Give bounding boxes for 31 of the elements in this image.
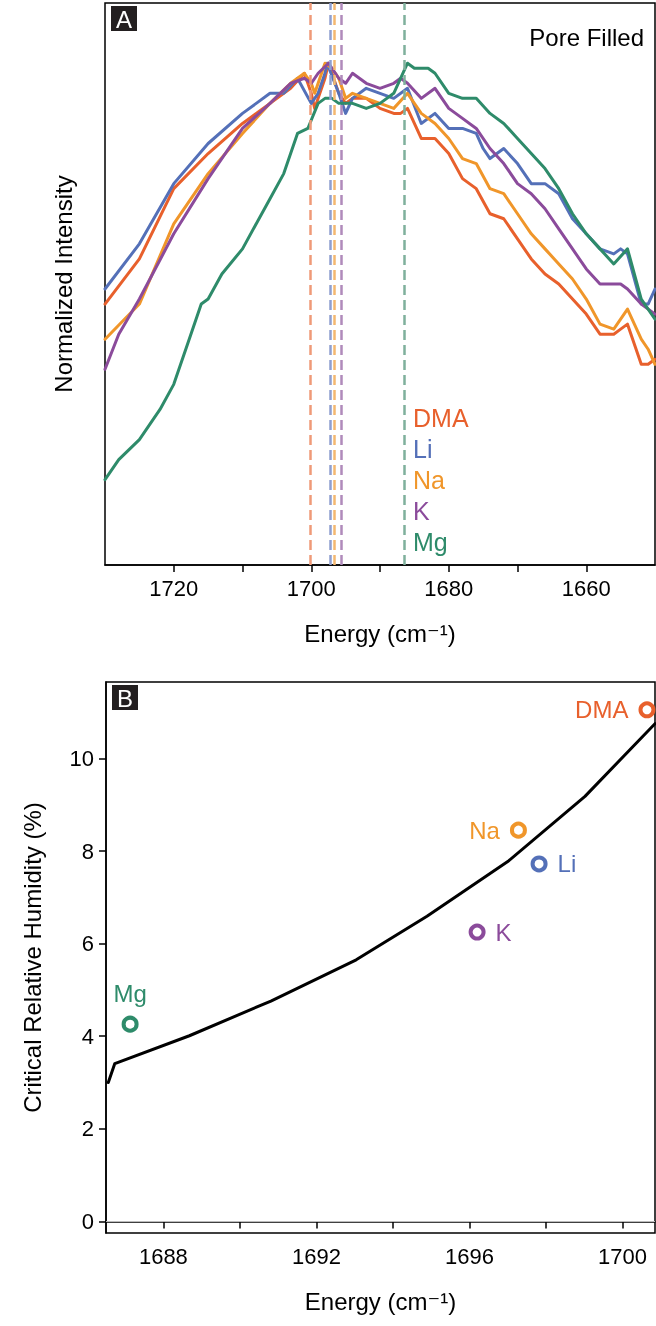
x-tick-label: 1720 <box>149 575 199 601</box>
x-tick-label: 1688 <box>138 1243 188 1269</box>
text: Li <box>413 434 433 463</box>
series-label: DMA <box>575 696 629 724</box>
x-tick-label: 1660 <box>561 575 611 601</box>
y-axis-title: Critical Relative Humidity (%) <box>18 802 46 1113</box>
y-tick-label: 4 <box>81 1023 94 1049</box>
text: Pore Filled <box>529 23 644 51</box>
y-tick-label: 0 <box>81 1208 94 1234</box>
text: Na <box>413 465 446 494</box>
x-axis-title: Energy (cm⁻¹) <box>304 1287 457 1315</box>
y-axis-title: Normalized Intensity <box>49 175 77 393</box>
y-tick-label: 2 <box>81 1116 94 1142</box>
series-label: Na <box>469 816 501 844</box>
x-tick-label: 1700 <box>598 1243 647 1269</box>
series-label: K <box>495 918 512 946</box>
y-tick-label: 8 <box>81 838 94 864</box>
y-tick-label: 10 <box>69 745 94 771</box>
text: DMA <box>413 403 469 432</box>
x-tick-label: 1700 <box>286 575 336 601</box>
series-label: Li <box>557 850 577 878</box>
x-tick-label: 1696 <box>444 1243 494 1269</box>
x-tick-label: 1680 <box>424 575 474 601</box>
x-tick-label: 1692 <box>291 1243 341 1269</box>
series-label: Mg <box>113 980 147 1008</box>
y-tick-label: 6 <box>81 931 94 957</box>
text: A <box>116 5 133 33</box>
text: K <box>413 496 430 525</box>
annotation: B <box>117 684 134 712</box>
text: Mg <box>413 527 448 556</box>
x-axis-title: Energy (cm⁻¹) <box>304 619 456 647</box>
